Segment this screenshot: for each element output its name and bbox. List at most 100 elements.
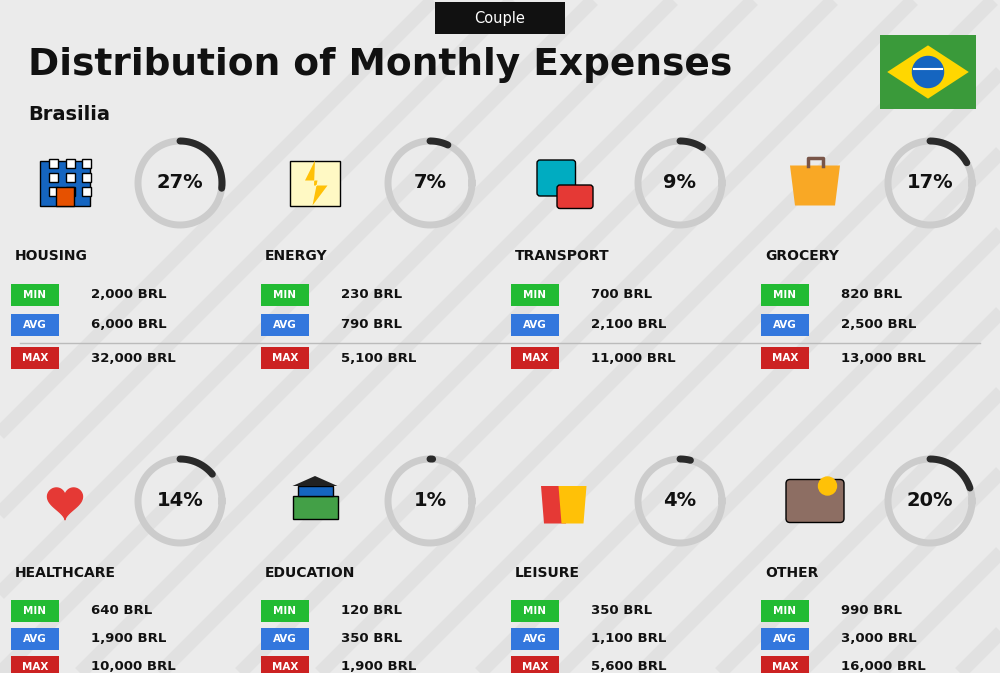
FancyBboxPatch shape: [261, 314, 309, 336]
FancyBboxPatch shape: [537, 160, 576, 196]
FancyBboxPatch shape: [49, 159, 58, 168]
Text: Brasilia: Brasilia: [28, 106, 110, 125]
Text: MIN: MIN: [24, 290, 46, 300]
Polygon shape: [541, 486, 569, 524]
Circle shape: [818, 477, 836, 495]
Text: AVG: AVG: [23, 634, 47, 644]
Text: 1,100 BRL: 1,100 BRL: [591, 633, 666, 645]
Text: 5,600 BRL: 5,600 BRL: [591, 660, 666, 673]
FancyBboxPatch shape: [511, 284, 559, 306]
Polygon shape: [887, 45, 969, 99]
Polygon shape: [305, 160, 328, 205]
Text: MAX: MAX: [522, 353, 548, 363]
Text: MAX: MAX: [522, 662, 548, 672]
Text: Distribution of Monthly Expenses: Distribution of Monthly Expenses: [28, 47, 732, 83]
Text: 2,500 BRL: 2,500 BRL: [841, 318, 916, 332]
Text: 6,000 BRL: 6,000 BRL: [91, 318, 167, 332]
FancyBboxPatch shape: [40, 160, 90, 205]
Text: 640 BRL: 640 BRL: [91, 604, 152, 618]
FancyBboxPatch shape: [261, 656, 309, 673]
Text: HOUSING: HOUSING: [15, 249, 88, 263]
FancyBboxPatch shape: [511, 656, 559, 673]
Text: 990 BRL: 990 BRL: [841, 604, 902, 618]
FancyBboxPatch shape: [786, 479, 844, 522]
FancyBboxPatch shape: [761, 628, 809, 650]
Text: 3,000 BRL: 3,000 BRL: [841, 633, 917, 645]
Text: Couple: Couple: [475, 11, 525, 26]
Text: 350 BRL: 350 BRL: [591, 604, 652, 618]
Text: LEISURE: LEISURE: [515, 566, 580, 580]
FancyBboxPatch shape: [11, 347, 59, 369]
Text: 13,000 BRL: 13,000 BRL: [841, 351, 926, 365]
FancyBboxPatch shape: [557, 185, 593, 209]
Text: 820 BRL: 820 BRL: [841, 289, 902, 302]
Text: MIN: MIN: [524, 606, 546, 616]
Text: 2,000 BRL: 2,000 BRL: [91, 289, 166, 302]
Text: MAX: MAX: [272, 662, 298, 672]
Text: MIN: MIN: [774, 290, 796, 300]
Text: MIN: MIN: [274, 606, 296, 616]
Text: MIN: MIN: [774, 606, 796, 616]
FancyBboxPatch shape: [49, 186, 58, 195]
FancyBboxPatch shape: [761, 600, 809, 622]
Text: 14%: 14%: [157, 491, 203, 511]
Text: 2,100 BRL: 2,100 BRL: [591, 318, 666, 332]
Text: 16,000 BRL: 16,000 BRL: [841, 660, 926, 673]
Text: 17%: 17%: [907, 174, 953, 192]
Text: AVG: AVG: [773, 634, 797, 644]
FancyBboxPatch shape: [66, 172, 74, 182]
FancyBboxPatch shape: [56, 186, 74, 205]
FancyBboxPatch shape: [66, 186, 74, 195]
Text: AVG: AVG: [523, 634, 547, 644]
Text: 350 BRL: 350 BRL: [341, 633, 402, 645]
FancyBboxPatch shape: [11, 656, 59, 673]
Text: AVG: AVG: [773, 320, 797, 330]
FancyBboxPatch shape: [11, 314, 59, 336]
FancyBboxPatch shape: [11, 284, 59, 306]
FancyBboxPatch shape: [761, 347, 809, 369]
Text: AVG: AVG: [523, 320, 547, 330]
Text: MAX: MAX: [772, 662, 798, 672]
Text: OTHER: OTHER: [765, 566, 818, 580]
Text: 9%: 9%: [664, 174, 696, 192]
FancyBboxPatch shape: [298, 486, 332, 496]
FancyBboxPatch shape: [261, 284, 309, 306]
Text: 1%: 1%: [413, 491, 447, 511]
FancyBboxPatch shape: [761, 656, 809, 673]
FancyBboxPatch shape: [292, 496, 338, 518]
FancyBboxPatch shape: [261, 347, 309, 369]
Text: 27%: 27%: [157, 174, 203, 192]
FancyBboxPatch shape: [49, 172, 58, 182]
Text: MAX: MAX: [22, 353, 48, 363]
Text: MIN: MIN: [274, 290, 296, 300]
FancyBboxPatch shape: [261, 600, 309, 622]
Text: MAX: MAX: [22, 662, 48, 672]
Text: 11,000 BRL: 11,000 BRL: [591, 351, 676, 365]
FancyBboxPatch shape: [11, 600, 59, 622]
FancyBboxPatch shape: [11, 628, 59, 650]
FancyBboxPatch shape: [511, 600, 559, 622]
Text: 4%: 4%: [663, 491, 697, 511]
FancyBboxPatch shape: [880, 35, 976, 109]
Text: 7%: 7%: [414, 174, 446, 192]
Text: ENERGY: ENERGY: [265, 249, 328, 263]
FancyBboxPatch shape: [66, 159, 74, 168]
FancyBboxPatch shape: [82, 172, 91, 182]
Text: MAX: MAX: [272, 353, 298, 363]
FancyBboxPatch shape: [261, 628, 309, 650]
Polygon shape: [292, 476, 338, 486]
Text: 700 BRL: 700 BRL: [591, 289, 652, 302]
FancyBboxPatch shape: [511, 347, 559, 369]
Text: AVG: AVG: [23, 320, 47, 330]
Text: MIN: MIN: [524, 290, 546, 300]
FancyBboxPatch shape: [511, 628, 559, 650]
Text: 790 BRL: 790 BRL: [341, 318, 402, 332]
Circle shape: [912, 57, 944, 87]
Text: TRANSPORT: TRANSPORT: [515, 249, 610, 263]
Text: 1,900 BRL: 1,900 BRL: [91, 633, 166, 645]
Polygon shape: [48, 488, 82, 520]
Text: AVG: AVG: [273, 320, 297, 330]
Text: MIN: MIN: [24, 606, 46, 616]
Text: GROCERY: GROCERY: [765, 249, 839, 263]
Text: 32,000 BRL: 32,000 BRL: [91, 351, 176, 365]
